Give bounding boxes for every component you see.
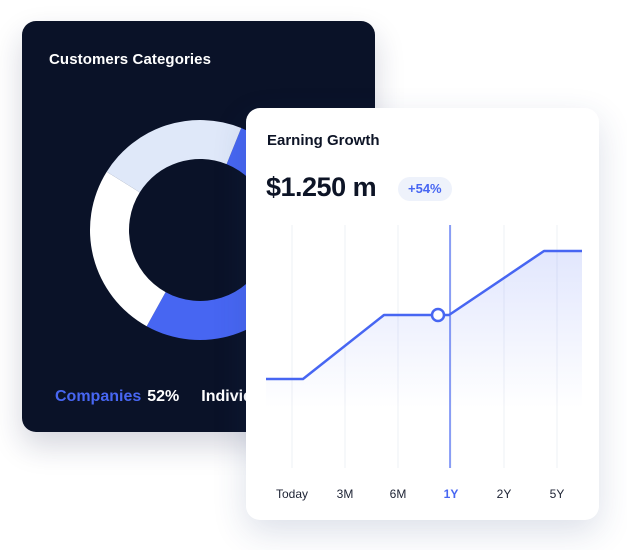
legend-companies-value: 52%	[147, 388, 180, 405]
earning-line-chart: Today 3M 6M 1Y 2Y 5Y	[266, 225, 582, 501]
period-tab-today[interactable]: Today	[276, 487, 308, 501]
growth-badge: +54%	[398, 177, 452, 201]
selected-point-marker[interactable]	[430, 307, 446, 323]
donut-segment-individuals[interactable]	[90, 171, 166, 327]
period-tab-3m[interactable]: 3M	[337, 487, 354, 501]
earning-amount: $1.250 m	[266, 172, 377, 202]
donut-segment-other[interactable]	[106, 120, 242, 193]
earning-growth-card: Earning Growth $1.250 m +54% Today 3M 6M 1Y…	[246, 108, 599, 520]
earning-area	[266, 251, 582, 408]
earning-growth-title: Earning Growth	[267, 132, 380, 149]
period-tab-1y[interactable]: 1Y	[444, 487, 459, 501]
period-tab-2y[interactable]: 2Y	[497, 487, 512, 501]
period-tab-5y[interactable]: 5Y	[550, 487, 565, 501]
period-tab-6m[interactable]: 6M	[390, 487, 407, 501]
customers-categories-title: Customers Categories	[49, 51, 212, 68]
legend-companies-label[interactable]: Companies	[55, 388, 142, 405]
